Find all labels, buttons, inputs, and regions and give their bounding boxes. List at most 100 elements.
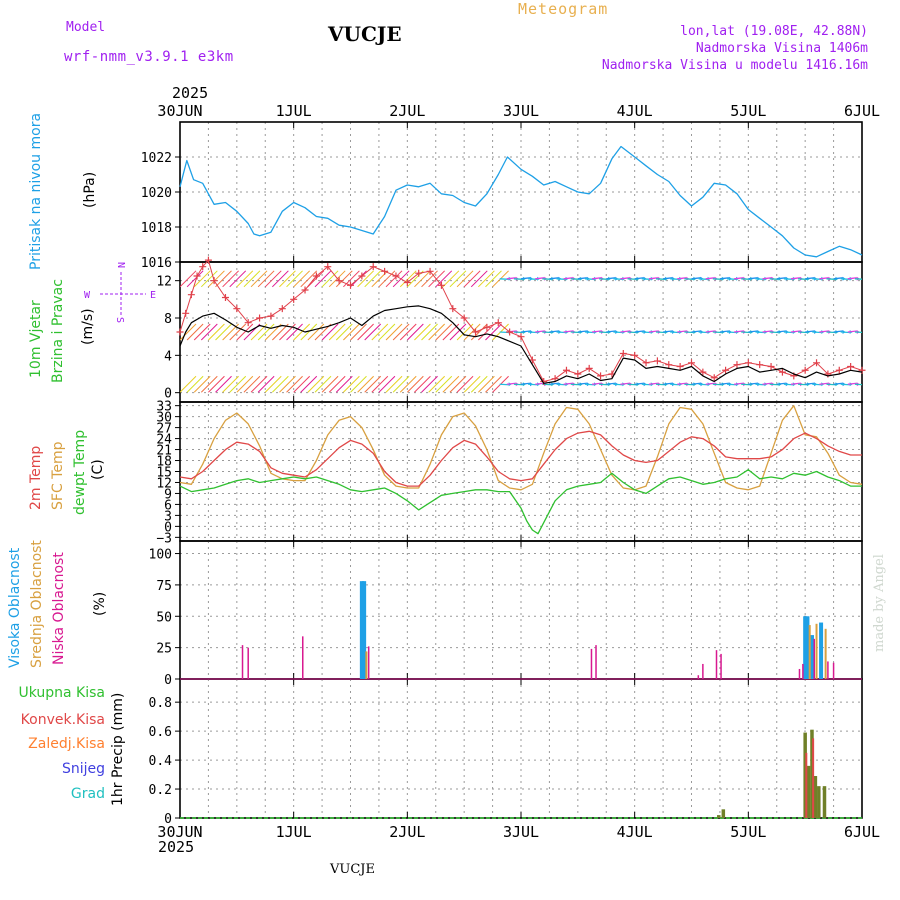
wind-vector <box>748 277 758 280</box>
wind-vector <box>442 270 460 288</box>
wind-vector <box>180 323 197 341</box>
wind-vector <box>350 375 367 393</box>
wind-vector <box>314 270 332 288</box>
gust-marker <box>722 366 730 374</box>
footer-station: VUCJE <box>330 862 375 877</box>
x-label-bottom: 5JUL <box>730 823 766 841</box>
product-title: Meteogram <box>518 0 609 18</box>
wind-vector <box>215 270 232 288</box>
wind-vector <box>229 323 247 341</box>
gust-marker <box>426 267 434 275</box>
cloud-high-bar <box>359 581 364 679</box>
wind-vector <box>535 277 545 280</box>
wind-vector <box>549 277 559 280</box>
y-tick-label: 33 <box>156 400 172 415</box>
wind-vector <box>350 323 367 341</box>
gust-marker <box>585 364 593 372</box>
wind-vector <box>435 323 453 341</box>
cloud-low-bar <box>590 648 593 679</box>
wind-vector <box>335 323 353 341</box>
wind-vector <box>449 323 467 341</box>
y-tick-label: 0.8 <box>149 696 172 711</box>
wind-vector <box>748 382 758 385</box>
wind-vector <box>478 323 495 341</box>
y-tick-label: 12 <box>156 476 172 491</box>
wind-vector <box>790 277 801 280</box>
wind-vector <box>250 375 268 393</box>
cloud-mid-bar <box>824 628 827 679</box>
gust-marker <box>597 372 605 380</box>
gust-marker <box>210 277 218 285</box>
wind-vector <box>385 323 403 341</box>
gust-marker <box>290 295 298 303</box>
wind-vector <box>215 323 232 341</box>
wind-vector <box>606 330 616 333</box>
cloud-high-bar <box>809 635 814 679</box>
wind-vector <box>307 375 325 393</box>
gust-marker <box>835 366 843 374</box>
wind-vector <box>463 270 481 288</box>
wind-vector <box>833 382 843 385</box>
wind-vector <box>677 330 687 333</box>
wind-vector <box>300 270 318 288</box>
wind-vector <box>335 375 353 393</box>
wind-vector <box>428 375 445 393</box>
wind-vector <box>435 270 453 288</box>
wind-vector <box>805 277 815 280</box>
wind-vector <box>506 382 516 385</box>
cloud-low-bar <box>832 662 835 679</box>
y-tick-label: 21 <box>156 444 172 459</box>
wind-vector <box>663 382 673 385</box>
cloud-low-bar <box>798 668 801 679</box>
cloud-low-bar <box>241 645 244 679</box>
wind-vector <box>776 382 786 385</box>
cloud-low-bar <box>595 645 597 679</box>
wind-vector <box>272 270 289 288</box>
wind-vector <box>634 382 644 385</box>
cloud-high-bar <box>362 581 367 679</box>
wind-vector <box>719 330 729 333</box>
wind-vector <box>591 382 602 385</box>
y-tick-label: 0.2 <box>149 783 172 798</box>
wind-vector <box>279 270 296 288</box>
wind-vector <box>293 323 311 341</box>
gust-marker <box>506 328 514 336</box>
y-tick-label: 1022 <box>141 151 172 166</box>
y-tick-label: 4 <box>164 349 172 364</box>
wind-vector <box>847 330 857 333</box>
wind-vector <box>236 375 254 393</box>
wind-vector-head <box>864 330 867 334</box>
cloud-high-bar <box>819 622 824 679</box>
y-tick-label: 1016 <box>141 256 172 271</box>
year-top: 2025 <box>172 84 209 102</box>
wind-vector <box>776 330 786 333</box>
wind-vector <box>243 270 261 288</box>
wind-vector <box>734 330 744 333</box>
wind-vector <box>520 277 531 280</box>
wind-vector <box>762 382 772 385</box>
y-tick-label: 100 <box>149 548 172 563</box>
wind-vector <box>456 375 474 393</box>
wind-vector <box>648 330 658 333</box>
gust-marker <box>733 361 741 369</box>
gust-marker <box>256 314 264 322</box>
gust-marker <box>710 374 718 382</box>
gust-marker <box>403 279 411 287</box>
wind-vector <box>577 330 587 333</box>
precip-total-bar <box>822 786 827 818</box>
x-label-top: 30JUN <box>157 102 202 120</box>
wind-vector <box>847 277 857 280</box>
gust-marker <box>676 363 684 371</box>
y-tick-label: 6 <box>164 498 172 513</box>
gust-marker <box>244 319 252 327</box>
wind-vector <box>229 270 247 288</box>
wind-vector <box>279 375 296 393</box>
elevation-label: Nadmorska Visina 1406m <box>695 41 868 56</box>
gust-marker <box>176 328 184 336</box>
wind-vector <box>257 323 275 341</box>
wind-speed-line <box>179 305 863 384</box>
cloud-high-bar <box>805 616 810 679</box>
wind-vector <box>236 270 254 288</box>
cloud-mid-bar <box>808 625 811 679</box>
cloud-low-bar <box>302 636 304 679</box>
